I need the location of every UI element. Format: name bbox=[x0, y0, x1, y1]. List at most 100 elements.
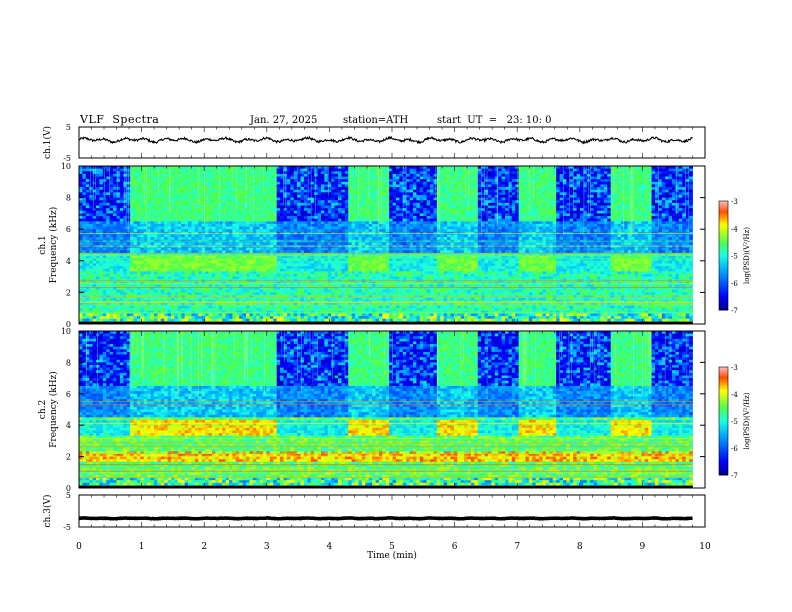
spectrogram-cell bbox=[341, 232, 345, 235]
spectrogram-cell bbox=[260, 174, 264, 177]
spectrogram-cell bbox=[328, 303, 332, 306]
spectrogram-cell bbox=[246, 203, 250, 206]
spectrogram-cell bbox=[123, 195, 127, 198]
spectrogram-cell bbox=[318, 248, 322, 251]
spectrogram-cell bbox=[96, 290, 100, 293]
spectrogram-cell bbox=[181, 266, 185, 269]
spectrogram-cell bbox=[263, 245, 267, 248]
spectrogram-cell bbox=[219, 242, 223, 245]
spectrogram-cell bbox=[86, 232, 90, 235]
spectrogram-cell bbox=[290, 177, 294, 180]
spectrogram-cell bbox=[130, 313, 134, 316]
spectrogram-cell bbox=[314, 298, 318, 301]
spectrogram-cell bbox=[256, 206, 260, 209]
spectrogram-cell bbox=[273, 311, 277, 314]
spectrogram-cell bbox=[93, 266, 97, 269]
spectrogram-cell bbox=[287, 232, 291, 235]
spectrogram-cell bbox=[123, 184, 127, 187]
spectrogram-cell bbox=[89, 200, 93, 203]
spectrogram-cell bbox=[345, 242, 349, 245]
spectrogram-cell bbox=[263, 248, 267, 251]
spectrogram-cell bbox=[116, 171, 120, 174]
spectrogram-cell bbox=[137, 232, 141, 235]
spectrogram-cell bbox=[345, 213, 349, 216]
spectrogram-cell bbox=[321, 229, 325, 232]
spectrogram-cell bbox=[188, 237, 192, 240]
spectrogram-cell bbox=[226, 200, 230, 203]
spectrogram-cell bbox=[205, 208, 209, 211]
spectrogram-cell bbox=[154, 319, 158, 322]
spectrogram-cell bbox=[324, 216, 328, 219]
spectrogram-cell bbox=[198, 316, 202, 319]
spectrogram-cell bbox=[338, 187, 342, 190]
spectrogram-cell bbox=[335, 311, 339, 314]
spectrogram-cell bbox=[215, 269, 219, 272]
spectrogram-cell bbox=[198, 250, 202, 253]
spectrogram-cell bbox=[253, 250, 257, 253]
spectrogram-cell bbox=[331, 179, 335, 182]
spectrogram-cell bbox=[328, 203, 332, 206]
spectrogram-cell bbox=[188, 311, 192, 314]
spectrogram-cell bbox=[294, 232, 298, 235]
spectrogram-cell bbox=[222, 316, 226, 319]
spectrogram-cell bbox=[270, 316, 274, 319]
spectrogram-cell bbox=[110, 227, 114, 230]
spectrogram-cell bbox=[99, 250, 103, 253]
spectrogram-cell bbox=[236, 245, 240, 248]
spectrogram-cell bbox=[154, 227, 158, 230]
spectrogram-cell bbox=[236, 266, 240, 269]
spectrogram-cell bbox=[318, 213, 322, 216]
spectrogram-cell bbox=[226, 187, 230, 190]
spectrogram-cell bbox=[164, 184, 168, 187]
spectrogram-cell bbox=[79, 208, 83, 211]
spectrogram-cell bbox=[280, 229, 284, 232]
spectrogram-cell bbox=[260, 261, 264, 264]
spectrogram-cell bbox=[270, 261, 274, 264]
spectrogram-cell bbox=[304, 216, 308, 219]
spectrogram-cell bbox=[195, 319, 199, 322]
spectrogram-cell bbox=[209, 234, 213, 237]
spectrogram-cell bbox=[324, 271, 328, 274]
spectrogram-cell bbox=[127, 245, 131, 248]
spectrogram-cell bbox=[195, 316, 199, 319]
spectrogram-cell bbox=[147, 211, 151, 214]
spectrogram-cell bbox=[341, 229, 345, 232]
spectrogram-cell bbox=[304, 266, 308, 269]
spectrogram-cell bbox=[198, 232, 202, 235]
spectrogram-cell bbox=[96, 261, 100, 264]
spectrogram-cell bbox=[99, 213, 103, 216]
spectrogram-cell bbox=[89, 169, 93, 172]
spectrogram-cell bbox=[154, 198, 158, 201]
spectrogram-cell bbox=[140, 298, 144, 301]
spectrogram-cell bbox=[144, 266, 148, 269]
spectrogram-cell bbox=[157, 169, 161, 172]
spectrogram-cell bbox=[164, 245, 168, 248]
spectrogram-cell bbox=[338, 306, 342, 309]
spectrogram-cell bbox=[243, 213, 247, 216]
spectrogram-cell bbox=[82, 271, 86, 274]
spectrogram-cell bbox=[226, 179, 230, 182]
spectrogram-cell bbox=[304, 277, 308, 280]
spectrogram-cell bbox=[99, 234, 103, 237]
spectrogram-cell bbox=[195, 169, 199, 172]
spectrogram-cell bbox=[273, 187, 277, 190]
spectrogram-cell bbox=[239, 179, 243, 182]
spectrogram-cell bbox=[311, 306, 315, 309]
spectrogram-cell bbox=[222, 234, 226, 237]
spectrogram-cell bbox=[99, 190, 103, 193]
spectrogram-cell bbox=[191, 192, 195, 195]
spectrogram-cell bbox=[232, 224, 236, 227]
spectrogram-cell bbox=[103, 263, 107, 266]
spectrogram-cell bbox=[226, 229, 230, 232]
spectrogram-cell bbox=[260, 182, 264, 185]
spectrogram-cell bbox=[188, 195, 192, 198]
spectrogram-cell bbox=[181, 290, 185, 293]
spectrogram-cell bbox=[127, 303, 131, 306]
spectrogram-cell bbox=[137, 227, 141, 230]
spectrogram-cell bbox=[338, 195, 342, 198]
spectrogram-cell bbox=[161, 303, 165, 306]
spectrogram-cell bbox=[82, 187, 86, 190]
spectrogram-cell bbox=[212, 263, 216, 266]
spectrogram-cell bbox=[338, 206, 342, 209]
spectrogram-cell bbox=[178, 203, 182, 206]
